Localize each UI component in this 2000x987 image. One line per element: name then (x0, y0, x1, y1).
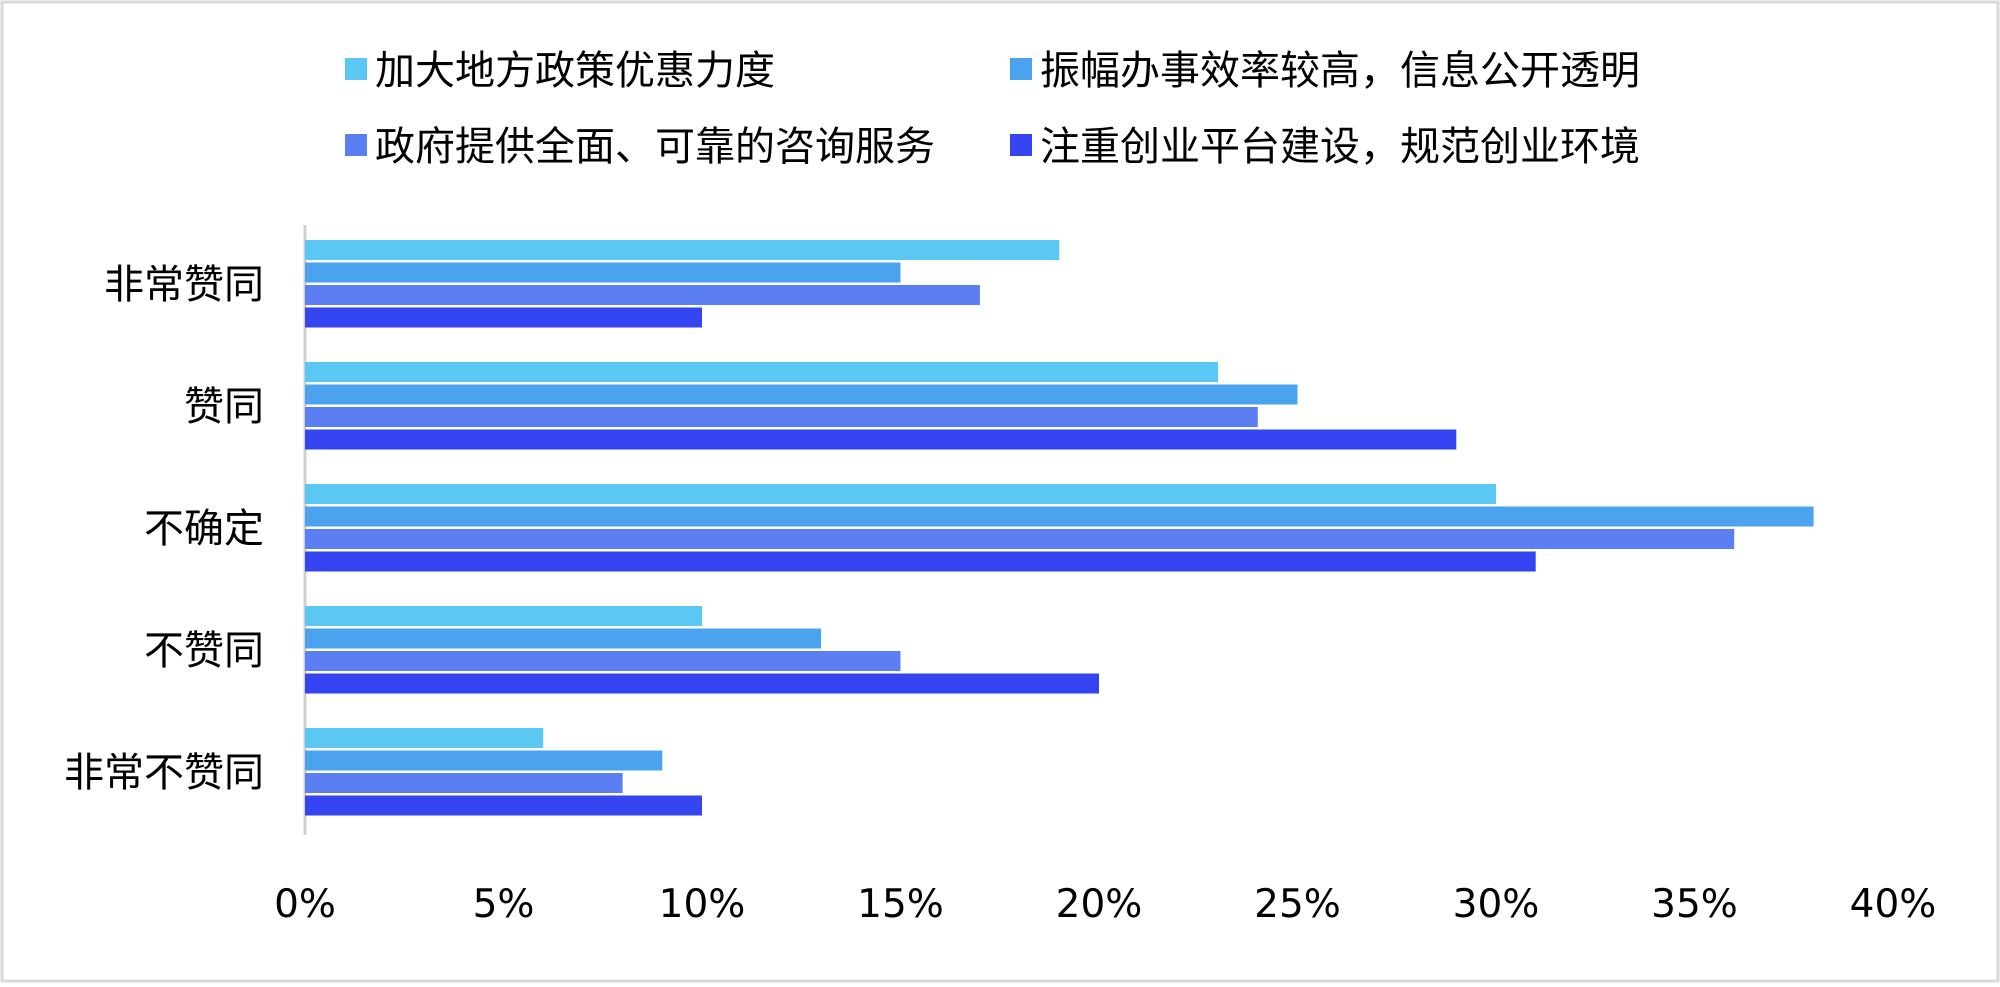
legend-label-4: 注重创业平台建设，规范创业环境 (1040, 124, 1640, 170)
bar-4-1 (305, 606, 702, 626)
x-tick-label-3: 10% (659, 882, 746, 927)
bar-5-1 (305, 728, 544, 748)
bar-2-2 (305, 384, 1298, 405)
legend-label-1: 加大地方政策优惠力度 (375, 48, 775, 94)
x-tick-label-1: 0% (274, 882, 336, 927)
bar-1-3 (305, 285, 980, 305)
bar-5-4 (305, 795, 702, 816)
category-label-2: 赞同 (184, 384, 264, 430)
x-tick-label-4: 15% (857, 882, 944, 927)
category-label-3: 不确定 (144, 506, 264, 552)
legend-label-3: 政府提供全面、可靠的咨询服务 (375, 124, 935, 170)
bar-2-3 (305, 407, 1258, 427)
legend-swatch-2 (1010, 58, 1032, 80)
bar-5-3 (305, 773, 623, 793)
bar-1-4 (305, 307, 702, 328)
bar-2-1 (305, 362, 1219, 382)
x-tick-labels: 0% 5% 10% 15% 20% 25% 30% 35% 40% (274, 882, 1936, 927)
bar-1-2 (305, 262, 901, 283)
bar-5-2 (305, 750, 663, 771)
bar-4-2 (305, 628, 822, 649)
bar-3-4 (305, 551, 1536, 572)
bar-3-1 (305, 484, 1496, 504)
bars-group (305, 240, 1814, 816)
bar-3-2 (305, 506, 1814, 527)
legend-swatch-1 (345, 58, 367, 80)
bar-4-3 (305, 651, 901, 671)
bar-4-4 (305, 673, 1099, 694)
x-tick-label-7: 30% (1453, 882, 1540, 927)
x-tick-label-2: 5% (473, 882, 535, 927)
legend-label-2: 振幅办事效率较高，信息公开透明 (1040, 48, 1640, 94)
category-label-4: 不赞同 (144, 628, 264, 674)
x-tick-label-8: 35% (1651, 882, 1738, 927)
legend-swatch-4 (1010, 134, 1032, 156)
bar-3-3 (305, 529, 1735, 549)
category-label-1: 非常赞同 (104, 262, 264, 308)
x-tick-label-6: 25% (1254, 882, 1341, 927)
x-tick-label-9: 40% (1850, 882, 1937, 927)
legend-swatch-3 (345, 134, 367, 156)
bar-2-4 (305, 429, 1457, 450)
category-label-5: 非常不赞同 (64, 750, 264, 796)
bar-1-1 (305, 240, 1060, 260)
x-tick-label-5: 20% (1056, 882, 1143, 927)
